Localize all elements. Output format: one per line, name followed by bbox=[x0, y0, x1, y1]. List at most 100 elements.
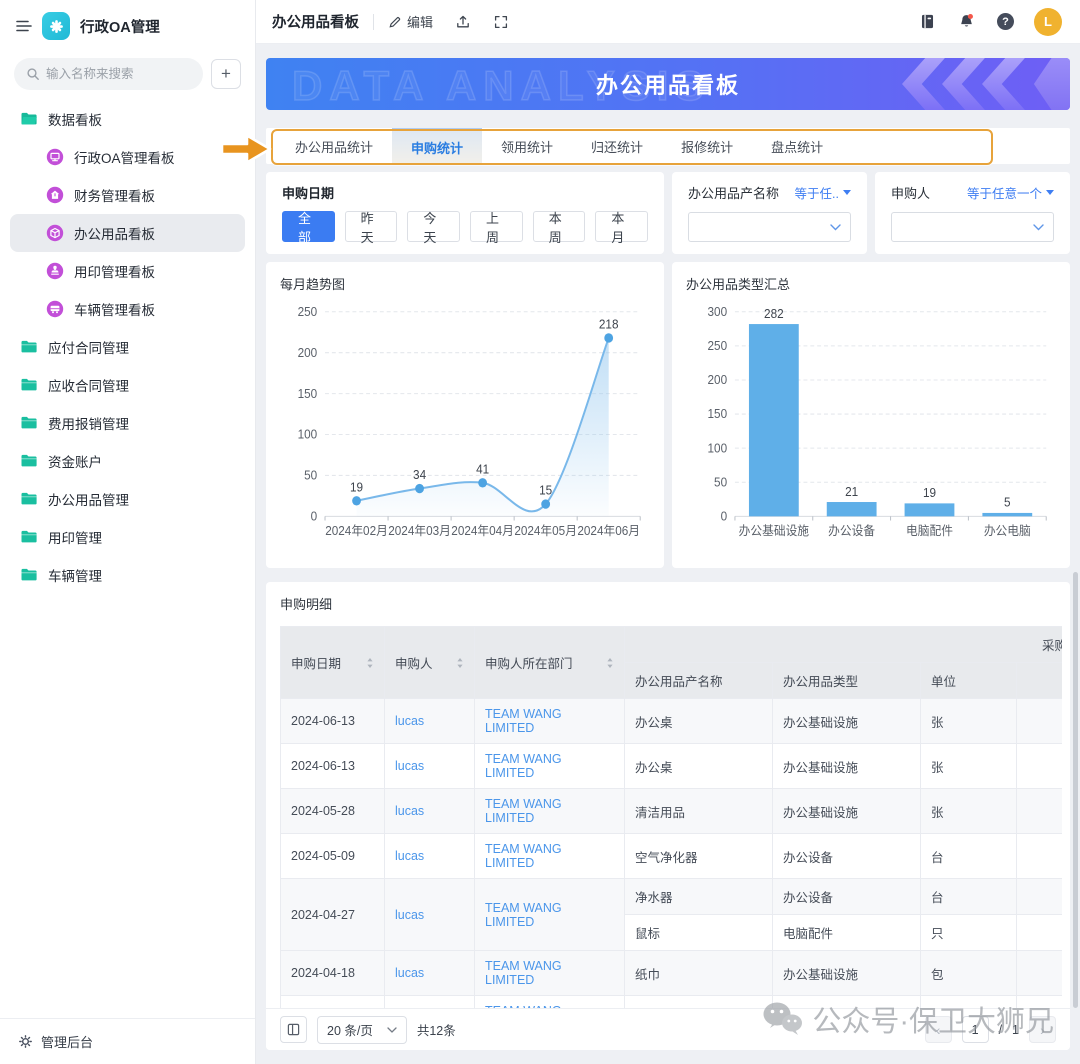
cell-type: 办公基础设施 bbox=[772, 698, 921, 744]
column-header-2[interactable]: 申购人所在部门 bbox=[474, 626, 625, 699]
sidebar-item-6[interactable]: 用印管理 bbox=[0, 518, 255, 556]
avatar[interactable]: L bbox=[1034, 7, 1062, 36]
applicant-select[interactable] bbox=[891, 212, 1054, 242]
column-settings-button[interactable] bbox=[280, 1016, 307, 1043]
cell-type: 办公基础设施 bbox=[772, 788, 921, 834]
sidebar-header: 行政OA管理 bbox=[0, 0, 255, 48]
cell-date: 2024-04-04 bbox=[280, 995, 385, 1008]
cell-department-link[interactable]: TEAM WANG LIMITED bbox=[474, 833, 625, 879]
sidebar-subitem-0-4[interactable]: 车辆管理看板 bbox=[0, 290, 255, 328]
bar-chart-title: 办公用品类型汇总 bbox=[686, 277, 791, 292]
group-header-purchase: 采购 bbox=[623, 626, 1062, 663]
bar-chart-panel: 办公用品类型汇总 0 50 100 150 200 250 300 办公基础设施 办公设备 电脑配… bbox=[672, 262, 1070, 568]
svg-text:282: 282 bbox=[764, 306, 784, 320]
date-filter-card: 申购日期 全部 昨天 今天 上周 本周 本月 bbox=[266, 172, 664, 254]
cell-department-link[interactable]: TEAM WANG LIMITED bbox=[474, 788, 625, 834]
tab-item-4[interactable]: 报修统计 bbox=[681, 139, 734, 155]
banner-ghost-text: DATA ANALYSIS bbox=[291, 61, 711, 110]
product-select[interactable] bbox=[688, 212, 851, 242]
cell-department-link[interactable]: TEAM WANG LIMITED bbox=[474, 743, 625, 789]
table-title: 申购明细 bbox=[280, 597, 333, 612]
folder-icon bbox=[20, 452, 38, 470]
sidebar-subitem-0-2[interactable]: 办公用品看板 bbox=[10, 214, 245, 252]
sidebar-item-7[interactable]: 车辆管理 bbox=[0, 556, 255, 594]
table-row: 2024-04-27 lucas TEAM WANG LIMITED 净水器 办公设备台 bbox=[280, 878, 1062, 951]
cell-applicant-link[interactable]: lucas bbox=[384, 833, 475, 879]
fullscreen-button[interactable] bbox=[493, 14, 509, 30]
product-filter-label: 办公用品产名称 bbox=[688, 186, 780, 201]
sidebar-item-0[interactable]: 数据看板 bbox=[0, 100, 255, 138]
tab-item-3[interactable]: 归还统计 bbox=[591, 139, 644, 155]
folder-icon bbox=[20, 414, 38, 432]
cell-applicant-link[interactable]: lucas bbox=[384, 743, 475, 789]
cell-department-link[interactable]: TEAM WANG LIMITED bbox=[474, 698, 625, 744]
product-operator-dropdown[interactable]: 等于任.. bbox=[795, 183, 851, 202]
detail-table-panel: 申购明细 申购日期 申购人 申购人所在部门 采购 办公用品产名称 办公用品类型 单位 2024… bbox=[266, 582, 1070, 1050]
date-range-button-3[interactable]: 上周 bbox=[470, 211, 523, 245]
cell-date: 2024-05-09 bbox=[280, 833, 385, 879]
date-range-button-2[interactable]: 今天 bbox=[407, 211, 461, 245]
topbar: 办公用品看板 编辑 bbox=[256, 0, 1080, 44]
sidebar-item-1[interactable]: 应付合同管理 bbox=[0, 328, 255, 366]
sidebar-menu: 数据看板 行政OA管理看板 财务管理看板 办公用品看板 用印管理看板 车辆管理看板 应付合同… bbox=[0, 94, 255, 1018]
folder-icon bbox=[20, 566, 38, 584]
cell-unit: 包 bbox=[920, 950, 1017, 996]
search-field[interactable] bbox=[46, 67, 191, 81]
help-button[interactable]: ? bbox=[997, 13, 1014, 30]
current-page-input[interactable]: 1 bbox=[961, 1016, 989, 1043]
cell-applicant-link[interactable]: lucas bbox=[384, 995, 475, 1008]
folder-icon bbox=[20, 338, 38, 356]
hamburger-icon[interactable] bbox=[16, 19, 32, 33]
contacts-book-button[interactable] bbox=[919, 13, 936, 30]
cell-applicant-link[interactable]: lucas bbox=[384, 788, 475, 834]
cell-type: 办公基础设施 bbox=[772, 950, 921, 996]
page-scrollbar-thumb[interactable] bbox=[1073, 572, 1078, 1008]
cell-applicant-link[interactable]: lucas bbox=[384, 698, 475, 744]
tab-item-2[interactable]: 领用统计 bbox=[501, 139, 554, 155]
table-scroll-area[interactable]: 申购日期 申购人 申购人所在部门 采购 办公用品产名称 办公用品类型 单位 2024-06-1… bbox=[280, 626, 1062, 1008]
sidebar-item-5[interactable]: 办公用品管理 bbox=[0, 480, 255, 518]
sort-icon bbox=[607, 657, 613, 668]
date-range-button-1[interactable]: 昨天 bbox=[344, 211, 398, 245]
cell-department-link[interactable]: TEAM WANG LIMITED bbox=[474, 995, 625, 1008]
cell-department-link[interactable]: TEAM WANG LIMITED bbox=[474, 950, 625, 996]
add-button[interactable]: + bbox=[211, 59, 241, 89]
column-header-1[interactable]: 申购人 bbox=[384, 626, 475, 699]
cell-applicant-link[interactable]: lucas bbox=[384, 950, 475, 996]
sidebar-item-4[interactable]: 资金账户 bbox=[0, 442, 255, 480]
share-export-button[interactable] bbox=[455, 14, 471, 30]
cell-department-link[interactable]: TEAM WANG LIMITED bbox=[474, 878, 625, 951]
edit-label: 编辑 bbox=[407, 15, 434, 30]
sidebar-item-2[interactable]: 应收合同管理 bbox=[0, 366, 255, 404]
tab-item-1[interactable]: 申购统计 bbox=[392, 128, 483, 164]
svg-text:2024年02月: 2024年02月 bbox=[325, 524, 388, 538]
cell-applicant-link[interactable]: lucas bbox=[384, 878, 475, 951]
page-size-select[interactable]: 20 条/页 bbox=[317, 1015, 407, 1044]
admin-backend-button[interactable]: 管理后台 bbox=[0, 1018, 255, 1064]
svg-text:100: 100 bbox=[298, 427, 318, 441]
purchase-detail-table: 申购日期 申购人 申购人所在部门 采购 办公用品产名称 办公用品类型 单位 2024-06-1… bbox=[280, 626, 1062, 1008]
cell-unit: 张 bbox=[920, 743, 1017, 789]
search-input[interactable] bbox=[14, 58, 203, 90]
date-range-button-4[interactable]: 本周 bbox=[532, 211, 586, 245]
tab-item-5[interactable]: 盘点统计 bbox=[771, 139, 824, 155]
cell-unit: 张 bbox=[920, 995, 1017, 1008]
sidebar-subitem-0-1[interactable]: 财务管理看板 bbox=[0, 176, 255, 214]
svg-text:2024年04月: 2024年04月 bbox=[451, 524, 514, 538]
svg-text:5: 5 bbox=[1004, 495, 1011, 509]
sidebar-item-3[interactable]: 费用报销管理 bbox=[0, 404, 255, 442]
tab-item-0[interactable]: 办公用品统计 bbox=[295, 139, 374, 155]
date-range-button-5[interactable]: 本月 bbox=[595, 211, 649, 245]
column-header-0[interactable]: 申购日期 bbox=[280, 626, 385, 699]
monthly-trend-line-chart: 0 50 100 150 200 250 2024年02月 2024年03月 2024年04月 2… bbox=[280, 293, 650, 556]
next-page-button[interactable]: › bbox=[1029, 1016, 1056, 1043]
app-title: 行政OA管理 bbox=[80, 19, 160, 36]
prev-page-button[interactable]: ‹ bbox=[924, 1016, 952, 1043]
sidebar-subitem-0-3[interactable]: 用印管理看板 bbox=[0, 252, 255, 290]
notifications-button[interactable] bbox=[958, 13, 975, 30]
cell-product: 纸巾 bbox=[624, 950, 773, 996]
edit-button[interactable]: 编辑 bbox=[388, 12, 433, 31]
applicant-operator-dropdown[interactable]: 等于任意一个 bbox=[967, 183, 1054, 202]
date-range-button-0[interactable]: 全部 bbox=[282, 211, 335, 245]
sidebar-subitem-0-0[interactable]: 行政OA管理看板 bbox=[0, 138, 255, 176]
